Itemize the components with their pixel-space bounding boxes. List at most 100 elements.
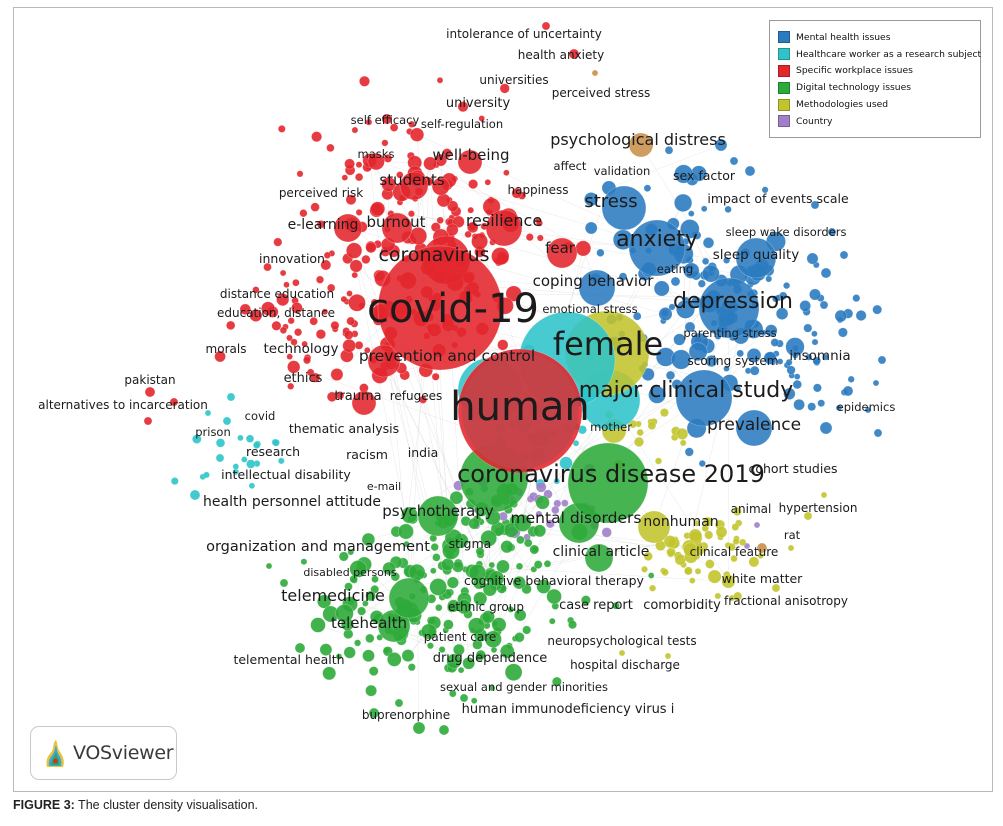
keyword-node <box>348 293 366 312</box>
keyword-node <box>326 143 335 153</box>
label-drug-dependence: drug dependence <box>433 651 548 666</box>
keyword-node <box>277 457 285 465</box>
label-epidemics: epidemics <box>837 400 896 414</box>
keyword-node <box>351 390 377 416</box>
keyword-node <box>735 237 777 279</box>
label-affect: affect <box>554 159 587 173</box>
keyword-node <box>637 510 671 544</box>
label-trauma: trauma <box>334 389 381 404</box>
keyword-node <box>346 290 353 297</box>
keyword-node <box>468 563 487 582</box>
keyword-node <box>473 591 488 606</box>
keyword-node <box>723 365 730 372</box>
keyword-node-human <box>462 353 578 469</box>
keyword-node <box>462 656 476 670</box>
legend-item-mental-health: Mental health issues <box>778 29 972 46</box>
label-emotional-stress: emotional stress <box>542 302 637 316</box>
keyword-node <box>674 553 686 566</box>
label-case-report: case report <box>559 598 633 613</box>
link-line <box>513 293 714 298</box>
keyword-node <box>729 156 739 166</box>
keyword-node <box>601 185 647 231</box>
network-map: intolerance of uncertainty health anxiet… <box>38 21 896 736</box>
keyword-node <box>370 201 386 217</box>
keyword-node <box>301 340 308 348</box>
keyword-node <box>658 307 673 321</box>
label-insomnia: insomnia <box>789 348 850 364</box>
keyword-node <box>436 77 444 84</box>
keyword-node <box>241 456 248 463</box>
keyword-node <box>444 529 463 547</box>
keyword-node <box>429 567 437 575</box>
keyword-node <box>294 328 303 337</box>
keyword-node <box>347 548 355 556</box>
keyword-node <box>143 416 153 426</box>
link-line <box>383 360 491 575</box>
keyword-node <box>263 262 272 272</box>
keyword-node <box>536 234 544 242</box>
keyword-node <box>484 630 502 648</box>
keyword-node <box>676 427 689 440</box>
keyword-node <box>764 324 778 337</box>
keyword-node <box>743 542 751 550</box>
keyword-node <box>423 156 438 171</box>
keyword-node <box>864 406 872 414</box>
keyword-node <box>775 307 789 320</box>
keyword-node <box>782 282 791 290</box>
keyword-node <box>283 281 290 289</box>
link-line <box>324 537 697 602</box>
keyword-node <box>551 505 560 515</box>
legend-item-country: Country <box>778 113 972 130</box>
link-line <box>383 360 491 575</box>
keyword-node <box>633 436 645 448</box>
keyword-node <box>368 707 380 719</box>
keyword-node <box>727 542 736 552</box>
keyword-node <box>457 149 483 175</box>
keyword-node <box>567 620 577 630</box>
keyword-node <box>811 338 819 346</box>
keyword-node <box>580 595 591 606</box>
keyword-node <box>687 210 695 217</box>
keyword-node <box>632 311 642 321</box>
keyword-node <box>488 570 505 587</box>
keyword-node <box>452 560 464 573</box>
keyword-node <box>698 277 760 339</box>
keyword-node <box>516 535 525 545</box>
keyword-node <box>821 353 829 361</box>
keyword-node <box>511 187 523 199</box>
label-perceived-stress: perceived stress <box>552 86 650 100</box>
keyword-node <box>485 209 523 247</box>
keyword-node <box>354 172 364 182</box>
keyword-node <box>647 421 657 431</box>
label-female: female <box>553 325 663 363</box>
keyword-node <box>684 447 694 457</box>
legend-label: Country <box>796 115 833 127</box>
keyword-node <box>386 652 402 667</box>
keyword-node <box>546 588 562 605</box>
keyword-node <box>279 578 289 588</box>
label-scoring-system: scoring system <box>688 354 779 368</box>
keyword-node <box>315 329 327 340</box>
keyword-node <box>842 385 854 397</box>
label-patient-care: patient care <box>424 630 497 644</box>
link-line <box>349 603 469 664</box>
keyword-node <box>287 360 301 374</box>
label-e-mail: e-mail <box>367 480 401 493</box>
keyword-node <box>512 575 526 590</box>
keyword-node <box>382 561 396 576</box>
keyword-node <box>226 392 236 402</box>
label-fractional-anisotropy: fractional anisotropy <box>724 594 848 608</box>
keyword-node <box>522 625 532 635</box>
keyword-node <box>346 242 363 259</box>
keyword-node <box>812 356 822 366</box>
keyword-node <box>551 676 562 687</box>
keyword-nodes <box>143 21 887 736</box>
keyword-node <box>417 495 459 537</box>
keyword-node <box>559 456 573 470</box>
keyword-node <box>735 409 773 447</box>
legend-swatch <box>778 115 790 128</box>
keyword-node <box>700 205 708 213</box>
keyword-node <box>852 294 861 303</box>
keyword-node <box>292 278 300 287</box>
label-telemental-health: telemental health <box>233 652 344 667</box>
